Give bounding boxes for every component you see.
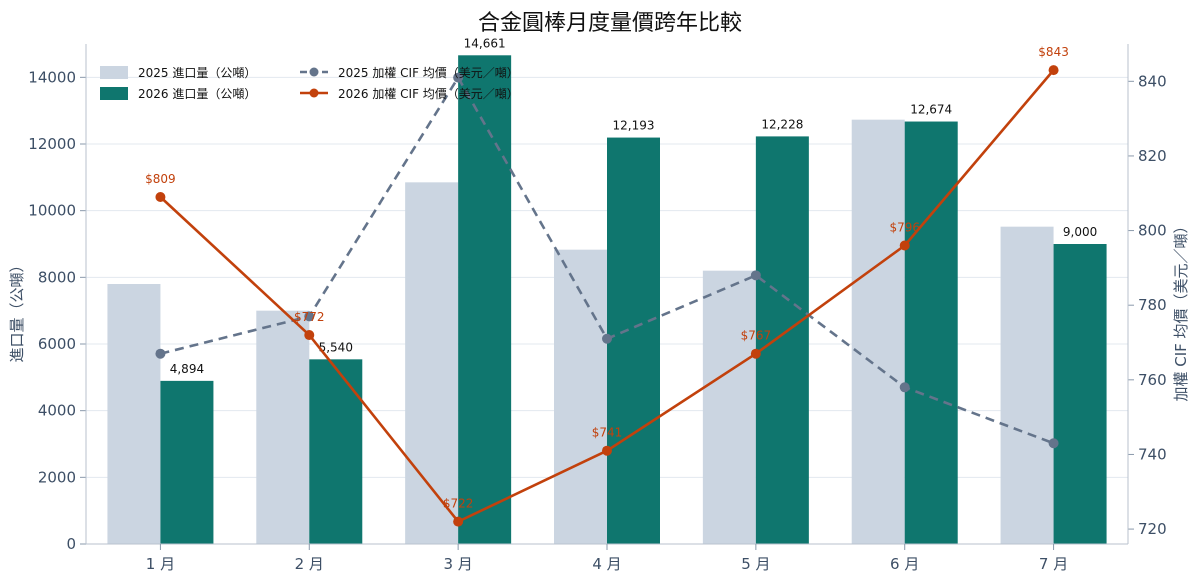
y-left-tick-label: 12000 [28, 135, 76, 153]
y-left-tick-label: 2000 [38, 468, 76, 486]
price-lines [155, 65, 1059, 527]
y-right-tick-label: 740 [1138, 445, 1167, 463]
bar [1000, 226, 1054, 544]
y-right-tick-label: 800 [1138, 222, 1167, 240]
y-left-tick-label: 4000 [38, 402, 76, 420]
x-tick-label: 4 月 [592, 555, 621, 573]
bars [107, 55, 1107, 545]
y-left-tick-label: 0 [66, 535, 76, 553]
bar [256, 310, 310, 544]
price-point [750, 270, 761, 281]
price-value-label: $772 [294, 310, 325, 324]
price-point [155, 348, 166, 359]
bar-value-label: 12,228 [761, 117, 803, 131]
y-right-tick-label: 760 [1138, 371, 1167, 389]
price-point [1048, 438, 1059, 449]
price-point [602, 333, 612, 344]
bar [607, 137, 660, 545]
legend: 2025 進口量（公噸） 2026 進口量（公噸） 2025 加權 CIF 均價（美… [100, 66, 519, 101]
price-value-label: $722 [443, 497, 474, 511]
price-value-label: $843 [1038, 45, 1069, 59]
bar [309, 359, 363, 544]
bar-value-label: 14,661 [464, 36, 506, 50]
bar [755, 136, 809, 544]
x-tick-label: 2 月 [295, 555, 324, 573]
bar-labels: 4,894 5,540 14,661 12,193 12,228 12,674 9,000 [170, 36, 1098, 376]
x-tick-label: 3 月 [443, 555, 472, 573]
x-tick-label: 7 月 [1039, 555, 1068, 573]
legend-label: 2026 加權 CIF 均價（美元／噸） [338, 87, 519, 101]
y-right-tick-label: 720 [1138, 520, 1167, 538]
bar [107, 284, 161, 544]
x-tick-label: 6 月 [890, 555, 919, 573]
legend-swatch [100, 87, 128, 100]
x-tick-label: 1 月 [146, 555, 175, 573]
bar-value-label: 12,674 [910, 103, 952, 117]
price-point [155, 191, 166, 202]
legend-label: 2026 進口量（公噸） [138, 87, 256, 101]
legend-marker [309, 88, 319, 98]
y-left-tick-label: 10000 [28, 202, 76, 220]
bar-value-label: 4,894 [170, 362, 204, 376]
price-point [1048, 65, 1059, 76]
y-right-tick-label: 820 [1138, 147, 1167, 165]
bar-value-label: 5,540 [319, 340, 353, 354]
y-right-tick-label: 840 [1138, 72, 1167, 90]
price-point [304, 330, 315, 341]
chart-title: 合金圓棒月度量價跨年比較 [478, 11, 742, 36]
bar [1053, 244, 1107, 544]
price-point [899, 382, 910, 393]
y-left-tick-label: 8000 [38, 268, 76, 286]
price-point [750, 348, 761, 359]
y-left-tick-label: 6000 [38, 335, 76, 353]
price-point [453, 72, 464, 83]
price-labels: $809 $772 $722 $741 $767 $796 $843 [145, 45, 1069, 510]
bar [458, 55, 512, 545]
price-point [304, 311, 315, 322]
x-tick-label: 5 月 [741, 555, 770, 573]
price-value-label: $741 [592, 426, 623, 440]
axes: 0 2000 4000 6000 8000 10000 12000 14000 720 740 76… [28, 44, 1167, 573]
price-point [602, 445, 612, 456]
legend-marker [309, 67, 319, 77]
legend-label: 2025 進口量（公噸） [138, 66, 256, 80]
bar [702, 270, 756, 544]
price-point [453, 516, 464, 527]
bar [904, 121, 958, 545]
y-axis-left-title: 進口量（公噸） [8, 257, 26, 362]
price-value-label: $796 [889, 220, 920, 234]
bar [554, 249, 607, 544]
price-point [899, 240, 910, 251]
legend-label: 2025 加權 CIF 均價（美元／噸） [338, 66, 519, 80]
y-right-tick-label: 780 [1138, 296, 1167, 314]
y-left-tick-label: 14000 [28, 68, 76, 86]
bar [160, 380, 214, 544]
price-value-label: $767 [741, 329, 772, 343]
bar-value-label: 9,000 [1063, 225, 1097, 239]
bar [851, 119, 905, 545]
bar-value-label: 12,193 [613, 119, 655, 133]
price-value-label: $809 [145, 172, 176, 186]
legend-swatch [100, 66, 128, 79]
bar [405, 182, 459, 545]
y-axis-right-title: 加權 CIF 均價（美元／噸） [1172, 218, 1190, 401]
